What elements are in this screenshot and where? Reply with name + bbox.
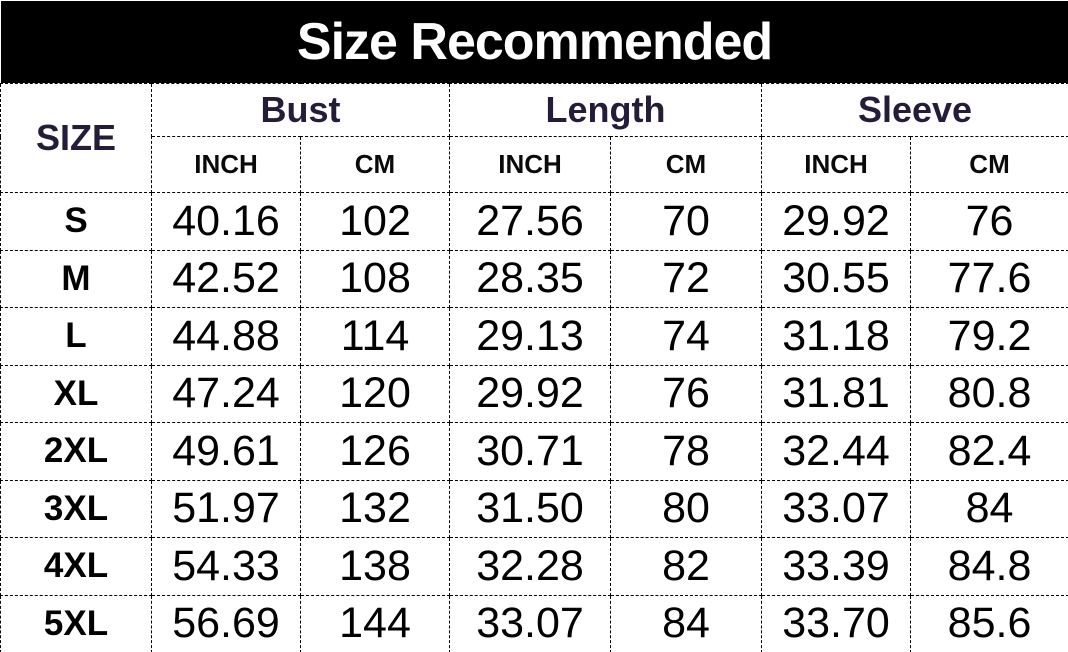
- value-length-inch: 32.28: [449, 537, 611, 596]
- value-bust-inch: 51.97: [151, 479, 301, 538]
- group-header-sleeve: Sleeve: [760, 83, 1068, 137]
- value-bust-inch: 54.33: [151, 537, 301, 596]
- unit-header-sleeve-inch: INCH: [761, 136, 911, 193]
- value-sleeve-cm: 76: [909, 192, 1068, 251]
- value-length-inch: 29.92: [449, 364, 611, 423]
- value-sleeve-inch: 29.92: [761, 192, 911, 251]
- value-length-cm: 82: [610, 537, 762, 596]
- value-bust-inch: 44.88: [151, 307, 301, 366]
- size-label: S: [0, 192, 152, 251]
- table-row-l: L 44.88 114 29.13 74 31.18 79.2: [0, 307, 1068, 366]
- table-row-s: S 40.16 102 27.56 70 29.92 76: [0, 192, 1068, 251]
- size-label: M: [0, 249, 152, 308]
- value-bust-inch: 40.16: [151, 192, 301, 251]
- value-bust-inch: 42.52: [151, 249, 301, 308]
- value-length-cm: 76: [610, 364, 762, 423]
- size-label: L: [0, 307, 152, 366]
- unit-header-length-inch: INCH: [449, 136, 611, 193]
- value-sleeve-inch: 33.39: [761, 537, 911, 596]
- size-label: 4XL: [0, 537, 152, 596]
- value-length-inch: 28.35: [449, 249, 611, 308]
- value-sleeve-cm: 85.6: [909, 594, 1068, 652]
- value-bust-cm: 126: [300, 422, 450, 481]
- table-row-xl: XL 47.24 120 29.92 76 31.81 80.8: [0, 364, 1068, 423]
- value-length-inch: 33.07: [449, 594, 611, 652]
- table-row-3xl: 3XL 51.97 132 31.50 80 33.07 84: [0, 479, 1068, 538]
- value-sleeve-inch: 31.81: [761, 364, 911, 423]
- size-label: 5XL: [0, 594, 152, 652]
- value-length-inch: 29.13: [449, 307, 611, 366]
- value-bust-cm: 108: [300, 249, 450, 308]
- unit-header-bust-cm: CM: [300, 136, 450, 193]
- table-row-4xl: 4XL 54.33 138 32.28 82 33.39 84.8: [0, 537, 1068, 596]
- unit-header-sleeve-cm: CM: [909, 136, 1068, 193]
- value-sleeve-inch: 33.70: [761, 594, 911, 652]
- group-header-length: Length: [449, 83, 762, 137]
- value-length-cm: 78: [610, 422, 762, 481]
- unit-header-bust-inch: INCH: [151, 136, 301, 193]
- value-sleeve-cm: 79.2: [909, 307, 1068, 366]
- value-bust-cm: 138: [300, 537, 450, 596]
- value-bust-cm: 114: [300, 307, 450, 366]
- chart-title: Size Recommended: [0, 0, 1068, 84]
- size-label: 2XL: [0, 422, 152, 481]
- value-length-cm: 70: [610, 192, 762, 251]
- value-sleeve-inch: 33.07: [761, 479, 911, 538]
- value-sleeve-cm: 80.8: [909, 364, 1068, 423]
- size-label: XL: [0, 364, 152, 423]
- size-label: 3XL: [0, 479, 152, 538]
- value-length-cm: 80: [610, 479, 762, 538]
- value-bust-inch: 47.24: [151, 364, 301, 423]
- size-column-header: SIZE: [0, 83, 152, 193]
- value-sleeve-cm: 77.6: [909, 249, 1068, 308]
- unit-header-row: INCH CM INCH CM INCH CM: [1, 136, 1068, 193]
- value-length-cm: 72: [610, 249, 762, 308]
- value-bust-inch: 49.61: [151, 422, 301, 481]
- value-bust-cm: 102: [300, 192, 450, 251]
- value-sleeve-cm: 84.8: [909, 537, 1068, 596]
- value-bust-cm: 144: [300, 594, 450, 652]
- table-row-5xl: 5XL 56.69 144 33.07 84 33.70 85.6: [0, 594, 1068, 652]
- group-header-row: SIZE Bust Length Sleeve: [0, 83, 1068, 193]
- table-row-2xl: 2XL 49.61 126 30.71 78 32.44 82.4: [0, 422, 1068, 481]
- value-sleeve-inch: 30.55: [761, 249, 911, 308]
- value-sleeve-cm: 84: [909, 479, 1068, 538]
- value-length-inch: 30.71: [449, 422, 611, 481]
- value-bust-inch: 56.69: [151, 594, 301, 652]
- group-header-bust: Bust: [151, 83, 450, 137]
- title-row: Size Recommended: [0, 0, 1068, 84]
- value-sleeve-cm: 82.4: [909, 422, 1068, 481]
- unit-header-length-cm: CM: [610, 136, 762, 193]
- value-bust-cm: 120: [300, 364, 450, 423]
- value-bust-cm: 132: [300, 479, 450, 538]
- value-length-inch: 31.50: [449, 479, 611, 538]
- value-length-cm: 84: [610, 594, 762, 652]
- value-length-inch: 27.56: [449, 192, 611, 251]
- value-sleeve-inch: 32.44: [761, 422, 911, 481]
- value-sleeve-inch: 31.18: [761, 307, 911, 366]
- table-row-m: M 42.52 108 28.35 72 30.55 77.6: [0, 249, 1068, 308]
- value-length-cm: 74: [610, 307, 762, 366]
